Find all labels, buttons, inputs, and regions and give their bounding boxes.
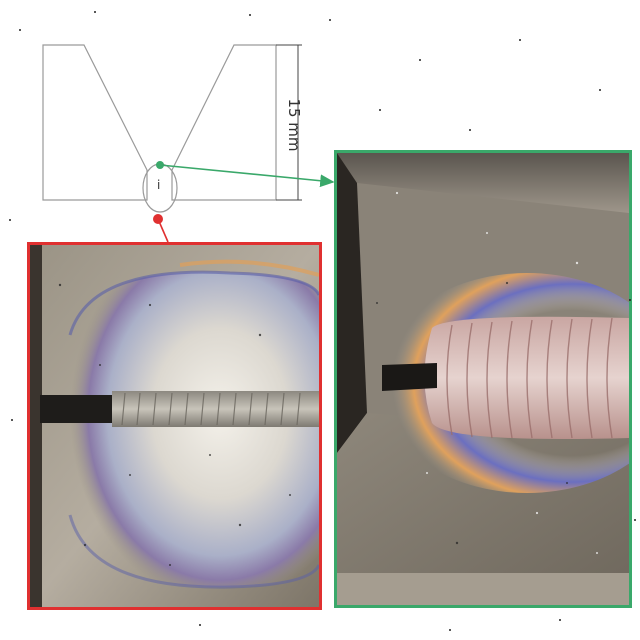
thickness-label: 15 mm [285, 98, 303, 152]
groove-photo [337, 153, 629, 605]
green-leader-line [159, 164, 335, 188]
detail-marker-label: i [157, 178, 161, 192]
left-plate-outline [42, 44, 148, 201]
root-pass-photo-panel [27, 242, 322, 610]
groove-photo-panel [334, 150, 632, 608]
right-plate-outline [171, 44, 277, 201]
red-leader-line [157, 218, 169, 243]
root-pass-photo [30, 245, 319, 607]
